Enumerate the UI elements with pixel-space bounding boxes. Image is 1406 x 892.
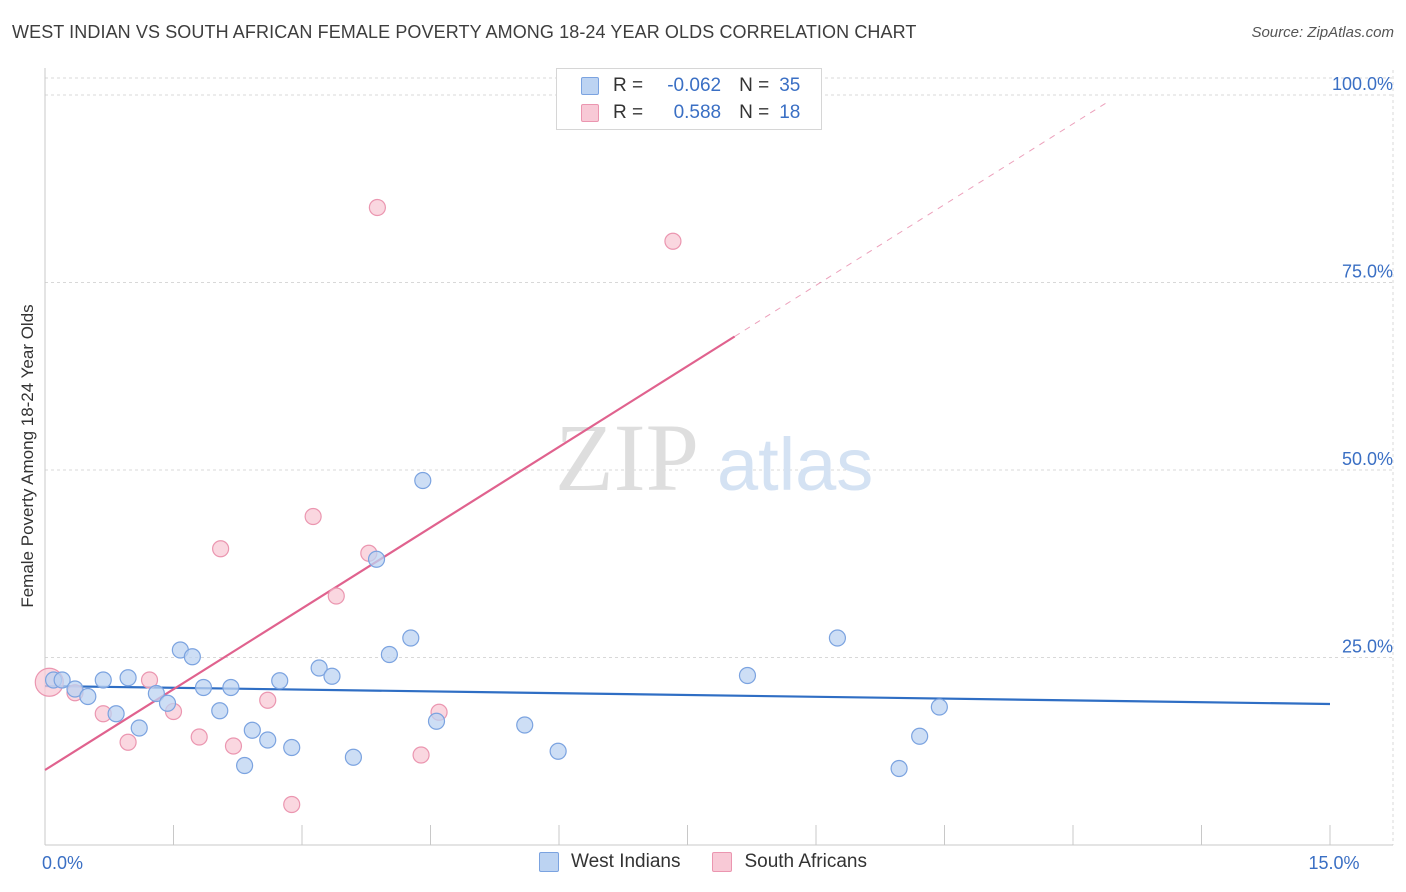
west-indians-trend-line <box>44 684 1331 706</box>
south-africans-point <box>140 671 159 689</box>
n-value: 35 <box>779 75 801 96</box>
stats-row-south-africans: R = 0.588 N = 18 <box>581 101 800 125</box>
data-points <box>34 198 948 814</box>
west-indians-point <box>271 672 289 690</box>
y-tick-label: 75.0% <box>1342 262 1393 282</box>
south-africans-point <box>190 728 208 746</box>
west-indians-swatch <box>581 77 599 95</box>
y-tick-label: 100.0% <box>1332 74 1393 94</box>
r-label: R = <box>613 75 644 96</box>
stats-legend: R = -0.062 N = 35 R = 0.588 N = 18 <box>556 68 822 130</box>
south-africans-trend-line <box>44 335 736 771</box>
x-tick-label: 15.0% <box>1308 853 1359 873</box>
watermark-atlas: atlas <box>717 423 873 506</box>
west-indians-point <box>119 669 137 687</box>
r-label: R = <box>613 102 644 123</box>
tick-labels: 25.0% 50.0% 75.0% 100.0% 0.0% 15.0% <box>42 74 1393 873</box>
west-indians-swatch <box>538 852 559 872</box>
west-indians-point <box>211 702 229 720</box>
west-indians-point <box>367 550 386 568</box>
n-value: 18 <box>779 102 801 123</box>
r-value: 0.588 <box>673 102 722 123</box>
west-indians-point <box>158 694 177 712</box>
west-indians-point <box>283 738 301 757</box>
south-africans-point <box>283 795 301 814</box>
west-indians-point <box>310 659 328 677</box>
west-indians-point <box>427 712 446 730</box>
west-indians-point <box>259 731 277 749</box>
west-indians-point <box>344 748 362 766</box>
legend-label-west-indians: West Indians <box>570 851 681 872</box>
y-axis-label: Female Poverty Among 18-24 Year Olds <box>18 304 37 608</box>
west-indians-point <box>147 684 165 703</box>
legend-item-south-africans[interactable]: South Africans <box>712 851 867 873</box>
west-indians-point <box>323 667 341 685</box>
y-tick-label: 50.0% <box>1342 449 1393 469</box>
west-indians-point <box>79 687 97 706</box>
south-africans-point <box>304 507 322 526</box>
west-indians-point <box>828 629 847 647</box>
west-indians-point <box>738 666 757 685</box>
south-africans-point <box>259 691 277 709</box>
west-indians-point <box>402 629 420 647</box>
west-indians-point <box>243 721 261 739</box>
west-indians-point <box>380 645 398 664</box>
west-indians-point <box>66 680 84 698</box>
west-indians-point <box>194 678 213 697</box>
south-africans-trend-extension <box>734 101 1108 337</box>
x-tick-label: 0.0% <box>42 853 83 873</box>
chart-title: WEST INDIAN VS SOUTH AFRICAN FEMALE POVE… <box>12 22 917 42</box>
south-africans-swatch <box>581 104 599 122</box>
west-indians-point <box>94 671 112 689</box>
west-indians-point <box>911 727 929 745</box>
west-indians-point <box>130 719 148 737</box>
west-indians-point <box>107 705 125 723</box>
west-indians-point <box>549 742 567 760</box>
south-africans-point <box>327 587 345 605</box>
south-africans-point <box>224 737 243 755</box>
south-africans-swatch <box>712 852 733 872</box>
west-indians-point <box>930 698 948 716</box>
west-indians-point <box>183 648 201 666</box>
r-value: -0.062 <box>667 75 722 96</box>
source-label: Source: ZipAtlas.com <box>1251 24 1394 41</box>
watermark: ZIP atlas <box>555 404 873 511</box>
west-indians-point <box>516 716 534 734</box>
west-indians-point <box>236 756 254 775</box>
west-indians-point <box>890 759 908 778</box>
series-legend: West Indians South Africans <box>0 851 1406 873</box>
watermark-zip: ZIP <box>555 404 699 511</box>
west-indians-point <box>414 471 432 490</box>
y-tick-label: 25.0% <box>1342 637 1393 657</box>
south-africans-point <box>368 198 386 217</box>
west-indians-point <box>53 671 71 689</box>
axes <box>44 68 1393 846</box>
n-label: N = <box>739 102 770 123</box>
west-indians-point <box>222 678 240 697</box>
legend-item-west-indians[interactable]: West Indians <box>538 851 681 873</box>
legend-label-south-africans: South Africans <box>744 851 867 872</box>
stats-row-west-indians: R = -0.062 N = 35 <box>581 74 800 98</box>
n-label: N = <box>739 75 770 96</box>
south-africans-point <box>119 733 137 751</box>
south-africans-point <box>664 232 682 250</box>
south-africans-point <box>212 540 230 558</box>
south-africans-point <box>412 746 430 764</box>
